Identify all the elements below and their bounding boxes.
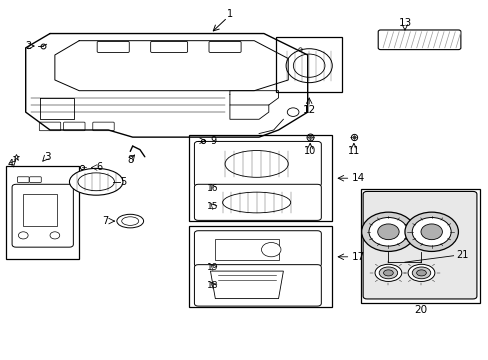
FancyBboxPatch shape xyxy=(12,184,73,247)
FancyBboxPatch shape xyxy=(208,41,241,53)
Circle shape xyxy=(368,217,407,246)
Text: 5: 5 xyxy=(120,177,126,187)
Circle shape xyxy=(420,224,442,240)
Bar xyxy=(276,37,341,93)
Ellipse shape xyxy=(222,192,290,213)
Text: 7: 7 xyxy=(102,216,108,226)
FancyBboxPatch shape xyxy=(377,30,460,50)
Circle shape xyxy=(50,232,60,239)
Text: 8: 8 xyxy=(127,156,133,165)
Text: 15: 15 xyxy=(207,202,218,211)
Polygon shape xyxy=(210,271,283,298)
FancyBboxPatch shape xyxy=(194,184,321,220)
Ellipse shape xyxy=(378,267,397,279)
Circle shape xyxy=(287,108,298,116)
Text: 17: 17 xyxy=(351,252,364,262)
Ellipse shape xyxy=(122,217,139,225)
FancyBboxPatch shape xyxy=(39,122,61,131)
Text: 11: 11 xyxy=(347,147,359,157)
FancyBboxPatch shape xyxy=(30,177,41,183)
FancyBboxPatch shape xyxy=(194,141,321,186)
Ellipse shape xyxy=(224,150,287,177)
Bar xyxy=(6,166,79,258)
Text: 21: 21 xyxy=(455,250,468,260)
Ellipse shape xyxy=(117,214,143,228)
Ellipse shape xyxy=(374,264,401,282)
Bar xyxy=(188,226,331,307)
Text: 19: 19 xyxy=(207,263,218,272)
Text: 18: 18 xyxy=(207,281,218,290)
Bar xyxy=(23,194,57,226)
FancyBboxPatch shape xyxy=(363,192,476,299)
Ellipse shape xyxy=(416,270,426,276)
Text: 20: 20 xyxy=(414,305,427,315)
FancyBboxPatch shape xyxy=(63,122,85,131)
FancyBboxPatch shape xyxy=(97,41,129,53)
Bar xyxy=(361,189,479,303)
Text: 2: 2 xyxy=(25,41,31,51)
Circle shape xyxy=(411,217,450,246)
Text: 9: 9 xyxy=(210,136,216,146)
Text: 6: 6 xyxy=(96,162,102,172)
Ellipse shape xyxy=(383,270,392,276)
Circle shape xyxy=(404,212,458,251)
Ellipse shape xyxy=(293,54,325,77)
Text: 1: 1 xyxy=(226,9,232,19)
Ellipse shape xyxy=(285,49,331,83)
Text: 12: 12 xyxy=(302,105,315,115)
Bar xyxy=(188,135,331,221)
Circle shape xyxy=(19,232,28,239)
Ellipse shape xyxy=(407,264,434,282)
Text: 16: 16 xyxy=(207,184,218,193)
Ellipse shape xyxy=(69,168,122,195)
FancyBboxPatch shape xyxy=(93,122,114,131)
Text: 14: 14 xyxy=(351,173,364,183)
Circle shape xyxy=(377,224,398,240)
Bar xyxy=(215,239,278,260)
FancyBboxPatch shape xyxy=(194,231,321,267)
Ellipse shape xyxy=(78,173,114,191)
FancyBboxPatch shape xyxy=(194,265,321,306)
Circle shape xyxy=(361,212,414,251)
Text: 3: 3 xyxy=(44,152,51,162)
Text: 13: 13 xyxy=(398,18,411,28)
Text: 10: 10 xyxy=(304,147,316,157)
Ellipse shape xyxy=(411,267,430,279)
FancyBboxPatch shape xyxy=(150,41,187,53)
FancyBboxPatch shape xyxy=(18,177,29,183)
Text: 4: 4 xyxy=(8,159,14,169)
Ellipse shape xyxy=(261,243,281,257)
